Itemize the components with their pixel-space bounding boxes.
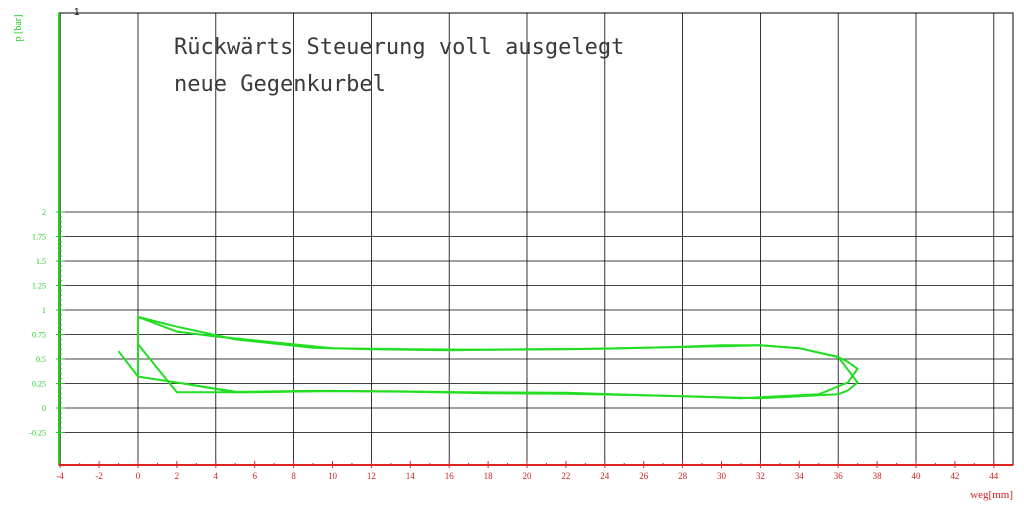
chart-title-line-1: Rückwärts Steuerung voll ausgelegt — [174, 35, 624, 60]
series — [117, 315, 859, 400]
y-tick-label: 0.75 — [32, 331, 46, 340]
corner-marker: 1 — [74, 7, 80, 18]
chart-title-line-2: neue Gegenkurbel — [174, 72, 386, 97]
y-tick-label: 1 — [42, 306, 46, 315]
x-tick-label: 6 — [252, 471, 257, 481]
x-tick-label: 2 — [175, 471, 180, 481]
x-tick-label: 32 — [756, 471, 765, 481]
y-tick-label: -0.25 — [29, 429, 46, 438]
x-tick-label: -2 — [95, 471, 103, 481]
y-tick-label: 0.25 — [32, 380, 46, 389]
series-line-1 — [117, 315, 859, 400]
x-tick-label: 12 — [367, 471, 376, 481]
y-tick-label: 0.5 — [36, 355, 46, 364]
x-tick-label: -4 — [56, 471, 64, 481]
x-tick-label: 0 — [136, 471, 141, 481]
x-tick-label: 18 — [484, 471, 494, 481]
y-tick-label: 1.25 — [32, 282, 46, 291]
x-tick-label: 24 — [600, 471, 610, 481]
y-axis-label: p [bar] — [13, 15, 24, 42]
x-tick-label: 22 — [561, 471, 570, 481]
x-tick-label: 42 — [950, 471, 959, 481]
x-tick-label: 36 — [834, 471, 844, 481]
x-axis-label: weg[mm] — [970, 489, 1013, 501]
x-tick-label: 4 — [214, 471, 219, 481]
axes — [56, 13, 1013, 468]
x-tick-label: 14 — [406, 471, 416, 481]
x-tick-label: 8 — [291, 471, 296, 481]
y-tick-label: 2 — [42, 208, 46, 217]
x-tick-label: 16 — [445, 471, 455, 481]
x-tick-label: 34 — [795, 471, 805, 481]
x-tick-label: 38 — [873, 471, 883, 481]
x-tick-label: 20 — [523, 471, 533, 481]
x-tick-label: 10 — [328, 471, 338, 481]
y-tick-label: 1.5 — [36, 257, 46, 266]
x-tick-label: 28 — [678, 471, 688, 481]
y-tick-label: 1.75 — [32, 233, 46, 242]
x-tick-label: 40 — [912, 471, 922, 481]
grid — [58, 12, 1014, 466]
x-tick-label: 44 — [989, 471, 999, 481]
y-tick-label: 0 — [42, 404, 46, 413]
x-tick-label: 30 — [717, 471, 727, 481]
series-line-2 — [137, 315, 859, 400]
x-tick-label: 26 — [639, 471, 649, 481]
